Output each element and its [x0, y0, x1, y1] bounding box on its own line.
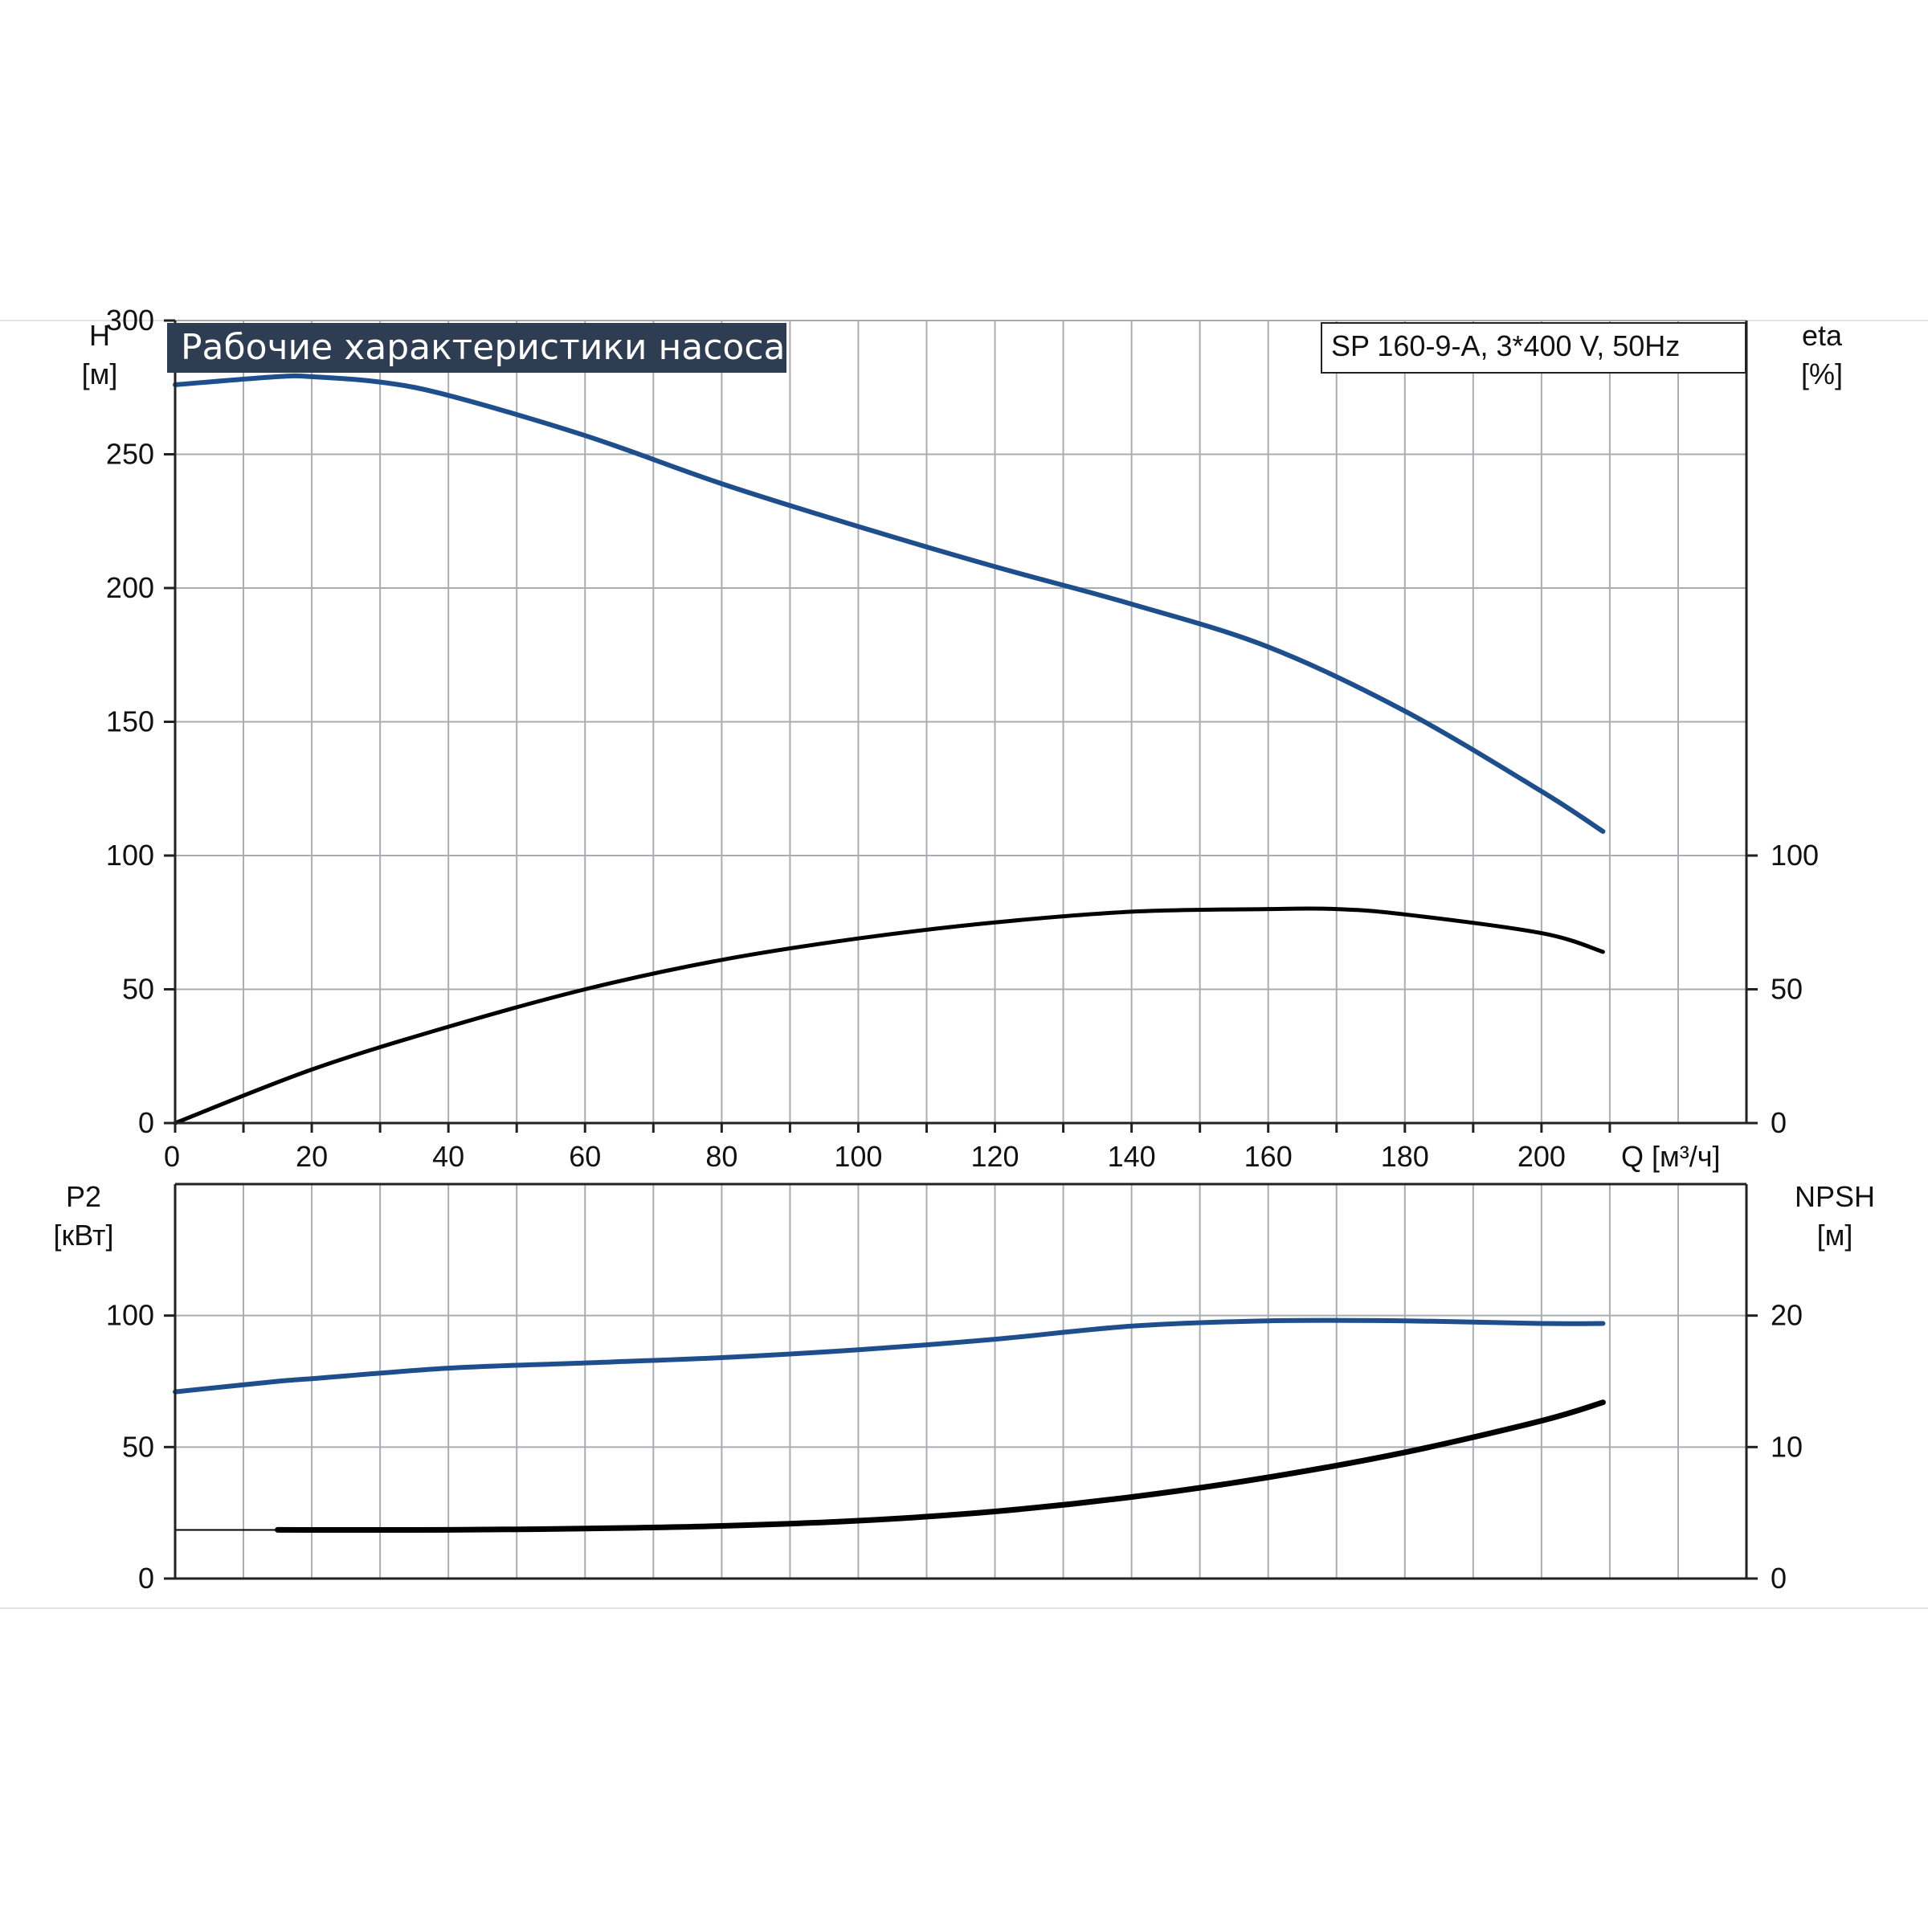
- title-background: [167, 323, 786, 373]
- bottom-left-tick-label: 100: [106, 1299, 154, 1332]
- x-tick-label: 40: [432, 1140, 464, 1173]
- x-tick-label: 140: [1108, 1140, 1156, 1173]
- bottom-left-tick-label: 0: [138, 1562, 154, 1595]
- p2-axis-title-line1: P2: [66, 1180, 101, 1213]
- h-axis-title-line2: [м]: [82, 357, 118, 390]
- axes-group: [164, 319, 1758, 1580]
- x-tick-label: 200: [1517, 1140, 1566, 1173]
- npsh-axis-title-line1: NPSH: [1795, 1180, 1875, 1213]
- x-axis-title: Q [м³/ч]: [1621, 1140, 1721, 1173]
- head-curve-h: [173, 373, 1606, 834]
- bottom-right-tick-label: 20: [1771, 1299, 1803, 1332]
- eta-axis-title-line1: eta: [1802, 319, 1843, 352]
- npsh-curve: [275, 1399, 1606, 1534]
- x-tick-label: 120: [970, 1140, 1019, 1173]
- bottom-right-tick-label: 0: [1771, 1562, 1787, 1595]
- model-box: [1321, 322, 1746, 374]
- npsh-axis-title-line2: [м]: [1817, 1219, 1853, 1252]
- h-axis-title-line1: H: [89, 319, 110, 352]
- top-left-tick-label: 50: [122, 973, 154, 1006]
- top-right-tick-label: 0: [1771, 1106, 1787, 1139]
- x-tick-label: 20: [296, 1140, 328, 1173]
- x-tick-label: 60: [569, 1140, 601, 1173]
- x-tick-label: 100: [834, 1140, 882, 1173]
- top-left-tick-label: 0: [138, 1106, 154, 1139]
- top-left-tick-label: 200: [106, 571, 154, 604]
- bottom-left-tick-label: 50: [122, 1430, 154, 1463]
- model-label: SP 160-9-A, 3*400 V, 50Hz: [1331, 329, 1680, 362]
- x-tick-label: 160: [1244, 1140, 1293, 1173]
- chart-title: Рабочие характеристики насоса: [181, 327, 785, 368]
- efficiency-curve-eta: [173, 906, 1605, 1125]
- top-right-tick-label: 50: [1771, 973, 1803, 1006]
- top-left-tick-label: 100: [106, 839, 154, 872]
- curves-group: [173, 373, 1606, 1534]
- p2-axis-title-line2: [кВт]: [53, 1219, 113, 1252]
- bottom-right-tick-label: 10: [1771, 1430, 1803, 1463]
- x-tick-label: 80: [705, 1140, 737, 1173]
- power-curve-p2: [173, 1317, 1606, 1395]
- eta-axis-title-line2: [%]: [1801, 357, 1843, 390]
- bottom-panel-grid: [175, 1184, 1746, 1579]
- x-tick-label: 0: [164, 1140, 180, 1173]
- x-tick-label: 180: [1381, 1140, 1429, 1173]
- top-right-tick-label: 100: [1771, 839, 1819, 872]
- top-left-tick-label: 300: [106, 304, 154, 337]
- top-left-tick-label: 250: [106, 438, 154, 471]
- top-left-tick-label: 150: [106, 705, 154, 738]
- top-panel-grid: [175, 320, 1746, 1123]
